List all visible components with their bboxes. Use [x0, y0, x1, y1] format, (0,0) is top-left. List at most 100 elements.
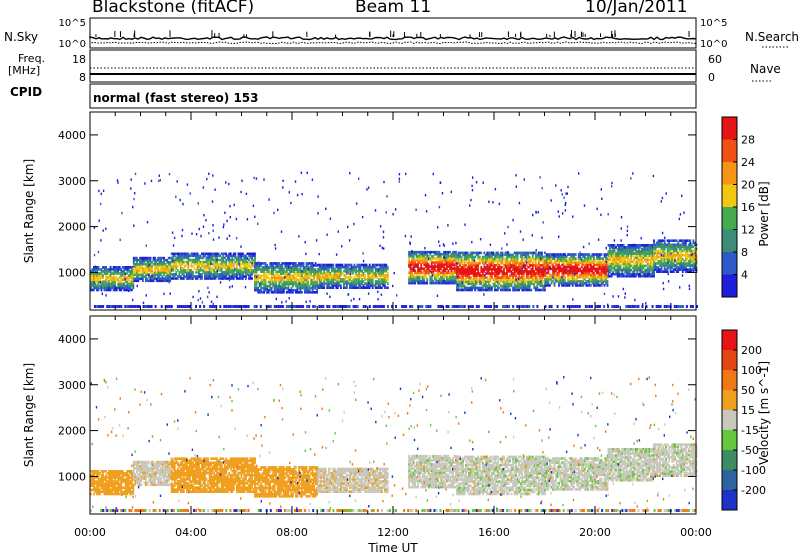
range-cell — [542, 261, 545, 265]
range-cell — [377, 274, 380, 277]
range-cell — [609, 254, 611, 257]
range-cell — [489, 272, 492, 275]
range-cell — [549, 284, 551, 287]
range-cell — [320, 276, 323, 279]
range-cell — [379, 274, 382, 277]
range-cell — [251, 254, 253, 258]
range-cell — [648, 252, 651, 255]
range-cell — [521, 288, 524, 292]
range-cell — [318, 276, 321, 279]
range-cell — [463, 278, 466, 281]
range-cell — [246, 273, 249, 276]
range-cell — [460, 282, 463, 286]
range-cell — [633, 268, 636, 272]
range-cell — [269, 284, 272, 288]
range-cell — [284, 270, 287, 273]
range-cell — [169, 263, 172, 266]
range-cell — [616, 274, 619, 278]
range-cell — [412, 259, 415, 262]
range-cell — [257, 268, 259, 271]
range-cell — [603, 255, 606, 258]
range-cell — [670, 303, 672, 306]
range-cell — [196, 262, 199, 266]
range-cell — [457, 253, 460, 257]
range-cell — [102, 284, 104, 288]
range-cell — [229, 275, 232, 278]
range-cell — [645, 250, 648, 253]
range-cell — [444, 255, 447, 258]
range-cell — [196, 266, 199, 270]
range-cell — [299, 264, 302, 267]
range-cell — [228, 252, 231, 256]
range-cell — [450, 259, 453, 262]
range-cell — [446, 279, 448, 283]
range-cell — [588, 280, 591, 283]
range-cell — [506, 266, 508, 269]
range-cell — [636, 246, 639, 249]
range-cell — [350, 265, 353, 269]
range-cell — [651, 252, 654, 255]
range-cell — [440, 281, 442, 285]
range-cell — [255, 266, 258, 269]
range-cell — [516, 257, 519, 261]
range-cell — [498, 286, 501, 290]
range-cell — [424, 255, 427, 258]
range-cell — [471, 268, 474, 271]
range-cell — [103, 270, 106, 273]
range-cell — [173, 260, 176, 264]
range-cell — [607, 274, 610, 278]
range-cell — [612, 250, 614, 253]
range-cell — [332, 265, 335, 269]
range-cell — [329, 265, 332, 269]
range-cell — [134, 273, 137, 276]
range-cell — [480, 270, 483, 273]
range-cell — [226, 258, 229, 262]
range-cell — [100, 239, 102, 242]
range-cell — [278, 274, 281, 278]
range-cell — [484, 288, 487, 292]
range-cell — [450, 273, 453, 277]
range-cell — [433, 263, 436, 266]
nave-tick-bottom: 0 — [708, 71, 715, 84]
range-cell — [411, 275, 413, 279]
range-cell — [276, 276, 279, 280]
range-cell — [178, 254, 181, 258]
range-cell — [298, 278, 300, 282]
range-cell — [644, 274, 646, 278]
range-cell — [642, 270, 645, 274]
range-cell — [368, 286, 371, 289]
range-cell — [411, 263, 413, 266]
range-cell — [556, 277, 559, 281]
range-cell — [660, 239, 663, 242]
range-cell — [112, 272, 115, 275]
range-cell — [525, 284, 528, 288]
range-cell — [243, 275, 246, 278]
range-cell — [600, 282, 603, 285]
range-cell — [446, 250, 448, 254]
range-cell — [198, 290, 200, 293]
range-cell — [491, 259, 493, 263]
range-cell — [298, 264, 300, 267]
range-cell — [687, 253, 690, 257]
range-cell — [261, 274, 264, 278]
range-cell — [246, 260, 249, 264]
range-cell — [272, 266, 275, 269]
range-cell — [491, 288, 493, 292]
range-cell — [338, 276, 341, 279]
range-cell — [232, 262, 235, 266]
range-cell — [671, 258, 674, 261]
range-cell — [304, 284, 306, 288]
range-cell — [659, 270, 661, 273]
range-cell — [169, 261, 172, 264]
range-cell — [651, 266, 654, 270]
range-cell — [597, 255, 600, 258]
range-cell — [656, 241, 658, 245]
range-cell — [208, 254, 211, 258]
range-cell — [610, 250, 613, 253]
range-cell — [383, 263, 386, 267]
range-cell — [516, 278, 519, 281]
range-cell — [208, 275, 211, 278]
range-cell — [641, 252, 643, 255]
range-cell — [541, 270, 543, 273]
range-cell — [628, 258, 631, 261]
